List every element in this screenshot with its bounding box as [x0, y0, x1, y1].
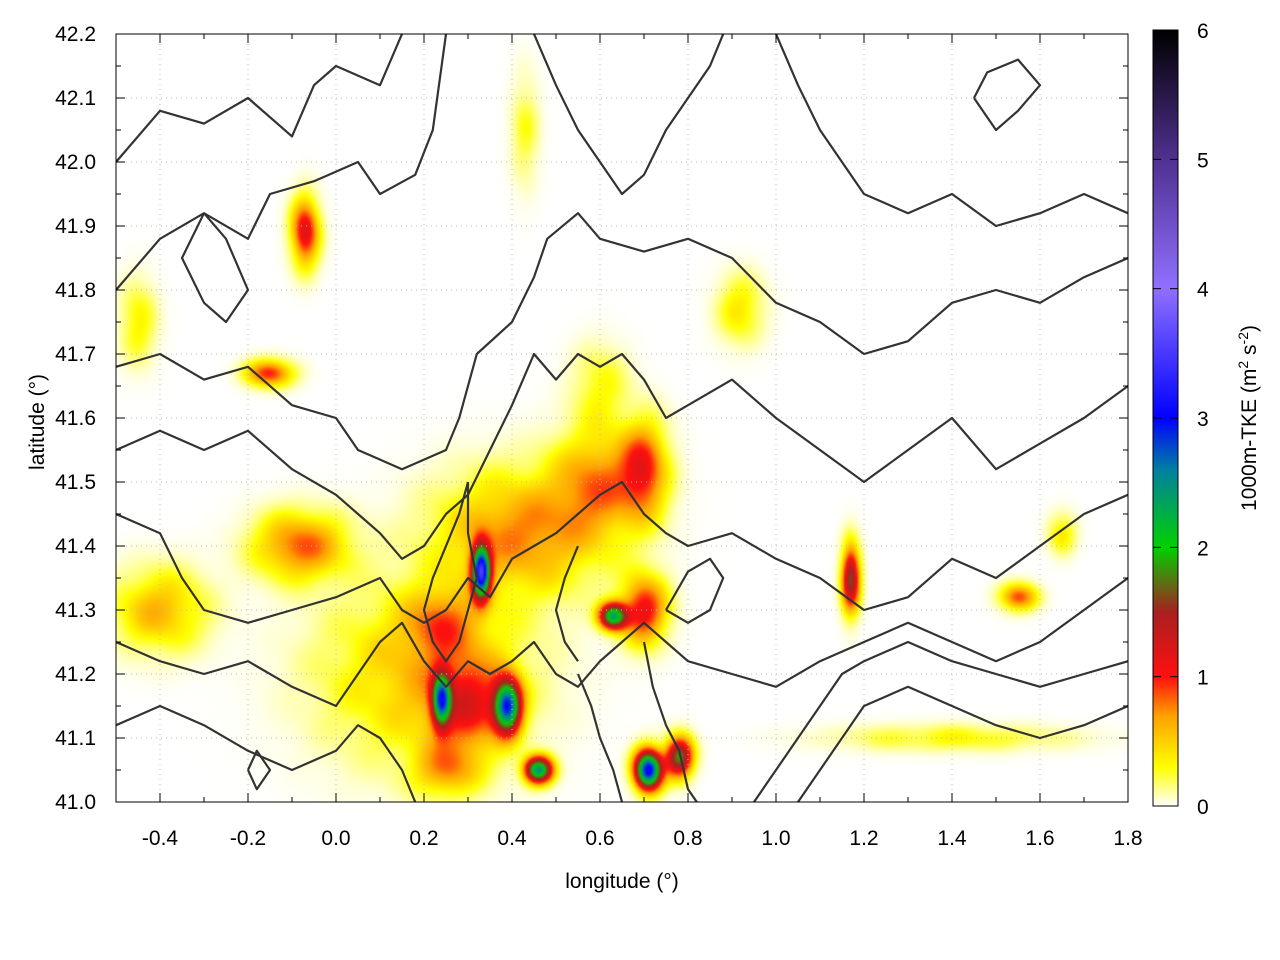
- y-tick-label: 41.6: [55, 407, 96, 430]
- colorbar-tick-label: 6: [1197, 20, 1209, 43]
- y-tick-label: 41.0: [55, 791, 96, 814]
- contour-line: [576, 673, 624, 802]
- y-axis-label: latitude (°): [26, 374, 49, 470]
- x-tick-label: 1.2: [849, 827, 878, 850]
- x-tick-label: -0.4: [142, 827, 179, 850]
- contour-line: [554, 545, 580, 662]
- colorbar-label: 1000m-TKE (m2 s-2): [1235, 325, 1261, 511]
- contour-line: [116, 577, 1128, 708]
- x-tick-label: -0.2: [230, 827, 266, 850]
- x-tick-label: 0.4: [497, 827, 527, 850]
- contour-line: [642, 641, 698, 802]
- contour-line: [116, 352, 1128, 560]
- colorbar-tick-label: 3: [1197, 408, 1209, 431]
- contour-line: [116, 704, 417, 802]
- x-tick-label: 1.6: [1025, 827, 1054, 850]
- contour-line: [116, 34, 448, 291]
- contour-line: [116, 480, 1128, 624]
- x-tick-label: 1.4: [937, 827, 967, 850]
- colorbar-tick-label: 4: [1197, 279, 1209, 302]
- y-tick-label: 41.4: [55, 535, 96, 558]
- contour-line: [116, 34, 404, 163]
- contour-line: [422, 481, 478, 663]
- contour-line: [247, 749, 272, 791]
- x-tick-label: 0.8: [673, 827, 702, 850]
- contour-line: [116, 212, 1128, 471]
- x-tick-label: 1.0: [761, 827, 790, 850]
- contour-line: [753, 640, 1128, 802]
- y-tick-label: 41.2: [55, 663, 96, 686]
- x-tick-label: 0.2: [409, 827, 438, 850]
- colorbar-ticks: 0 1 2 3 4 5 6: [1153, 20, 1209, 819]
- x-tick-label: 1.8: [1113, 827, 1142, 850]
- colorbar-tick-label: 0: [1197, 796, 1209, 819]
- x-axis-label: longitude (°): [565, 870, 678, 893]
- y-tick-label: 41.3: [55, 599, 96, 622]
- colorbar-tick-label: 1: [1197, 667, 1209, 690]
- x-tick-label: 0.6: [585, 827, 614, 850]
- colorbar: 0 1 2 3 4 5 6 1000m-TKE (m2 s-2): [1152, 20, 1261, 819]
- contour-line: [180, 212, 250, 324]
- y-axis: 41.0 41.1 41.2 41.3 41.4 41.5 41.6 41.7 41.8 41.9…: [55, 23, 1128, 814]
- colorbar-tick-label: 5: [1197, 149, 1209, 172]
- contour-line: [774, 34, 1128, 228]
- plot-area: [116, 34, 1128, 802]
- terrain-contours: [116, 34, 1128, 802]
- colorbar-tick-label: 2: [1197, 537, 1209, 560]
- y-tick-label: 42.1: [55, 87, 96, 110]
- y-tick-label: 41.1: [55, 727, 96, 750]
- y-tick-label: 41.9: [55, 215, 96, 238]
- contour-line: [532, 34, 725, 196]
- contour-line: [797, 685, 1128, 802]
- y-tick-label: 42.2: [55, 23, 96, 46]
- x-tick-label: 0.0: [321, 827, 350, 850]
- x-axis: -0.4 -0.2 0.0 0.2 0.4 0.6 0.8 1.0 1.2 1.4 1.6 1.8: [115, 34, 1143, 850]
- y-tick-label: 41.7: [55, 343, 96, 366]
- contour-line: [665, 557, 725, 624]
- y-tick-label: 41.5: [55, 471, 96, 494]
- contour-line: [973, 58, 1042, 132]
- y-tick-label: 42.0: [55, 151, 96, 174]
- y-tick-label: 41.8: [55, 279, 96, 302]
